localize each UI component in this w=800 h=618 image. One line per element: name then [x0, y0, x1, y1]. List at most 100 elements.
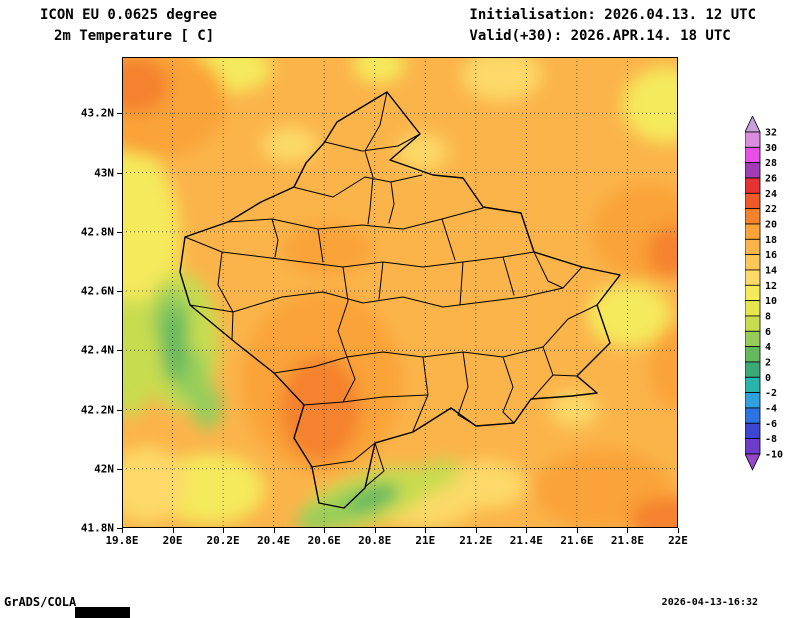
x-axis-tick: [324, 528, 326, 533]
colorbar-tick-label: -2: [765, 388, 777, 399]
y-axis-label: 42.4N: [80, 343, 114, 357]
y-axis-tick: [117, 409, 122, 411]
colorbar-tick-label: 0: [765, 373, 771, 384]
country-border: [179, 91, 621, 509]
y-axis-label: 42.8N: [80, 225, 114, 239]
plot-frame: [122, 57, 678, 528]
x-axis-label: 21.2E: [459, 534, 493, 547]
colorbar-cell: [744, 330, 761, 348]
x-axis-tick: [172, 528, 174, 533]
colorbar-tick-label: 10: [765, 296, 777, 307]
colorbar-cell: [744, 407, 761, 424]
x-axis-label: 20E: [162, 534, 183, 547]
colorbar-tick-label: 16: [765, 250, 777, 261]
run-time-block: Initialisation: 2026.04.13. 12 UTC Valid…: [469, 7, 756, 44]
colorbar-tick-label: 2: [765, 357, 771, 368]
colorbar-tick-label: 12: [765, 281, 777, 292]
colorbar-tick-label: 32: [765, 128, 777, 139]
model-title: ICON EU 0.0625 degree: [40, 7, 218, 23]
x-axis-tick: [526, 528, 528, 533]
colorbar-cell: [744, 438, 761, 455]
colorbar-cell: [744, 146, 761, 164]
x-axis-label: 21.8E: [610, 534, 645, 547]
y-axis-tick: [117, 350, 122, 352]
colorbar-tick-label: 24: [765, 189, 777, 200]
colorbar-tick-label: 14: [765, 265, 777, 276]
y-axis-label: 42N: [94, 462, 114, 476]
x-axis-label: 20.4E: [257, 534, 291, 547]
y-axis-label: 43N: [94, 166, 114, 180]
valid-time: Valid(+30): 2026.APR.14. 18 UTC: [469, 28, 731, 44]
colorbar-tick-label: 4: [765, 342, 771, 353]
variable-title: 2m Temperature [ C]: [54, 28, 215, 44]
x-axis-tick: [122, 528, 123, 533]
colorbar-tick-label: 30: [765, 143, 777, 154]
y-axis-tick: [117, 528, 122, 529]
x-axis-label: 21.6E: [560, 534, 594, 547]
colorbar-cell: [744, 254, 761, 271]
x-axis-tick: [475, 528, 477, 533]
temperature-field: [122, 57, 678, 528]
x-axis-label: 20.6E: [307, 534, 341, 547]
y-axis-tick: [117, 231, 122, 233]
x-axis-tick: [223, 528, 225, 533]
colorbar: 32 30 28 26 24 22 20 18 16 14 12 10 8 6 4 2 0 -2 -4 -6 -8 -10: [744, 115, 795, 476]
x-axis-tick: [273, 528, 275, 533]
colorbar-tick-label: -10: [765, 449, 783, 460]
colorbar-cell: [744, 269, 761, 286]
x-axis-label: 22E: [668, 534, 688, 547]
colorbar-cell: [744, 192, 761, 210]
colorbar-tick-label: 6: [765, 327, 771, 338]
x-axis-tick: [425, 528, 427, 533]
colorbar-cell: [744, 284, 761, 302]
y-axis-tick: [117, 172, 122, 174]
colorbar-cell: [744, 315, 761, 332]
colorbar-cell: [744, 346, 761, 363]
y-axis-label: 42.2N: [80, 403, 114, 416]
x-axis-label: 19.8E: [105, 534, 139, 547]
x-axis-label: 21.4E: [509, 534, 543, 547]
y-axis-label: 43.2N: [80, 106, 114, 120]
colorbar-cell: [744, 361, 761, 378]
x-axis-tick: [678, 528, 679, 533]
municipality-borders: [184, 91, 598, 488]
colorbar-cell: [744, 162, 761, 179]
colorbar-tick-label: -6: [765, 419, 777, 430]
colorbar-tick-label: 26: [765, 173, 777, 184]
grads-credit: GrADS/COLA: [4, 595, 77, 609]
colorbar-cell: [744, 376, 761, 394]
y-axis-tick: [117, 468, 122, 470]
x-axis-tick: [576, 528, 578, 533]
initialisation-time: Initialisation: 2026.04.13. 12 UTC: [469, 7, 756, 23]
temperature-map: [122, 57, 678, 528]
colorbar-cell: [744, 177, 761, 194]
colorbar-cell: [744, 422, 761, 439]
grads-logo-bar: [75, 607, 130, 618]
colorbar-tick-label: -4: [765, 403, 777, 414]
x-axis-label: 21E: [415, 534, 436, 547]
x-axis-tick: [374, 528, 376, 533]
kosovo-boundaries: [179, 91, 621, 509]
creation-timestamp: 2026-04-13-16:32: [661, 597, 758, 608]
colorbar-cell: [744, 223, 761, 240]
colorbar-tick-label: 8: [765, 311, 771, 322]
colorbar-cell: [744, 208, 761, 225]
y-axis-label: 41.8N: [80, 521, 114, 535]
colorbar-tick-label: 28: [765, 158, 777, 169]
colorbar-cell: [744, 131, 761, 148]
colorbar-tick-label: 18: [765, 235, 777, 246]
colorbar-tick-label: 20: [765, 219, 777, 230]
colorbar-cell: [744, 392, 761, 409]
lat-lon-grid: [122, 57, 678, 528]
colorbar-cell: [744, 300, 761, 317]
colorbar-top-arrow: [744, 115, 761, 133]
colorbar-bottom-arrow: [744, 453, 761, 471]
x-axis-tick: [627, 528, 629, 533]
y-axis-tick: [117, 113, 122, 115]
y-axis-label: 42.6N: [80, 284, 114, 298]
x-axis-label: 20.8E: [358, 534, 392, 547]
plot-title-block: ICON EU 0.0625 degree 2m Temperature [ C…: [40, 7, 217, 44]
colorbar-tick-label: -8: [765, 434, 777, 445]
